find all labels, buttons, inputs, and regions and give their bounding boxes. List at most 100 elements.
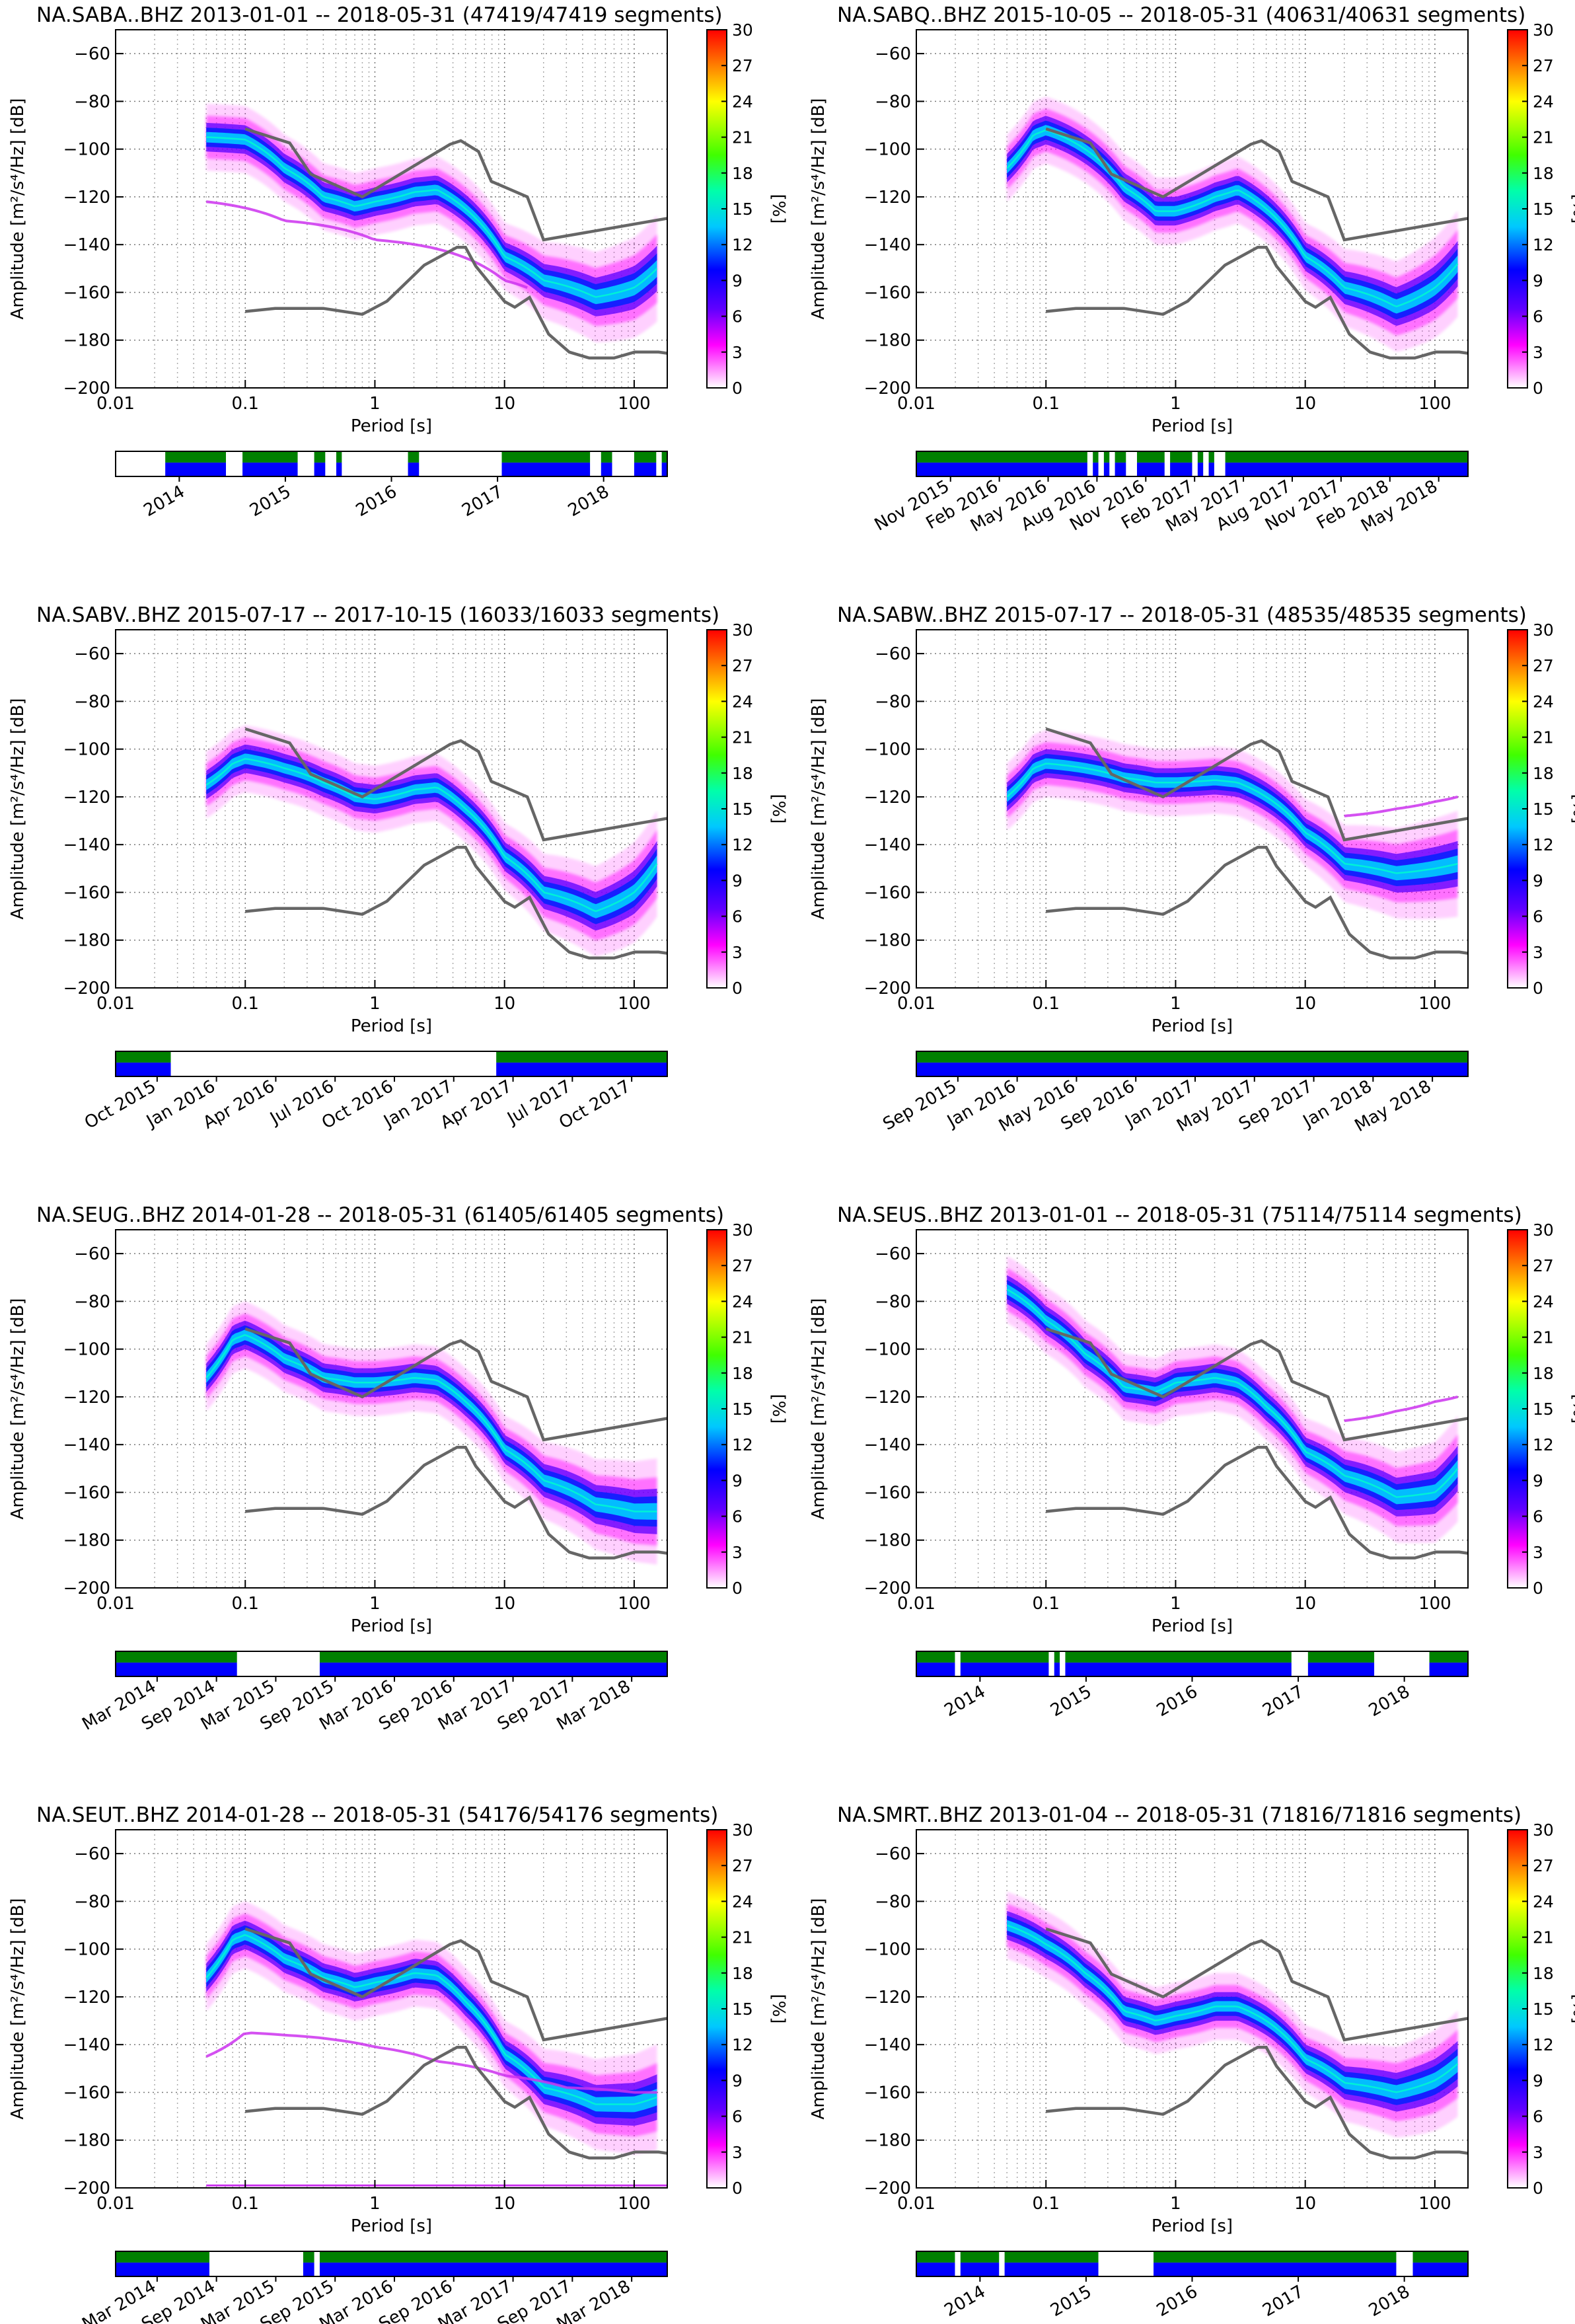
colorbar-tick-label: 6	[732, 2107, 743, 2126]
timeline-gap	[325, 451, 336, 476]
colorbar-tick-label: 15	[732, 1400, 753, 1419]
colorbar-tick-label: 27	[1533, 1856, 1554, 1875]
y-tick-label: −180	[63, 1531, 110, 1551]
y-tick-label: −60	[875, 44, 911, 64]
colorbar-tick-label: 9	[1533, 2071, 1543, 2090]
ppsd-panel: NA.SABV..BHZ 2015-07-17 -- 2017-10-15 (1…	[8, 603, 788, 1133]
timeline-green-bar	[916, 1051, 1468, 1063]
secondary-mode-line	[1344, 1395, 1458, 1423]
mode-line	[205, 758, 658, 913]
colorbar-tick-label: 30	[1533, 1820, 1554, 1840]
y-tick-label: −160	[63, 2083, 110, 2103]
colorbar-tick-label: 0	[1533, 979, 1543, 998]
y-tick-label: −100	[864, 1940, 911, 1960]
x-tick-label: 10	[1294, 394, 1316, 414]
colorbar-tick-label: 15	[1533, 800, 1554, 819]
colorbar-tick-label: 3	[732, 943, 743, 962]
colorbar-tick-label: 3	[1533, 943, 1543, 962]
y-tick-label: −180	[63, 2131, 110, 2151]
colorbar-tick-label: 24	[732, 692, 753, 711]
x-tick-label: 0.01	[96, 1594, 135, 1614]
y-tick-label: −120	[864, 788, 911, 807]
colorbar-tick-label: 0	[732, 379, 743, 398]
y-tick-label: −100	[63, 1340, 110, 1360]
colorbar-tick-label: 27	[732, 1256, 753, 1275]
colorbar-tick-label: 15	[1533, 200, 1554, 219]
colorbar-tick-label: 21	[1533, 1328, 1554, 1347]
x-axis-label: Period [s]	[1152, 2216, 1233, 2236]
timeline-tick-label: 2015	[246, 482, 294, 521]
colorbar-tick-label: 18	[732, 164, 753, 183]
timeline-gap	[955, 1651, 961, 1676]
timeline-green-bar	[116, 2251, 667, 2263]
timeline-gap	[1291, 1651, 1308, 1676]
colorbar-tick-label: 15	[732, 200, 753, 219]
timeline-tick-label: 2016	[1154, 1682, 1201, 1721]
x-tick-label: 0.1	[1033, 994, 1060, 1014]
panel-title: NA.SABQ..BHZ 2015-10-05 -- 2018-05-31 (4…	[837, 3, 1525, 27]
plot-frame	[115, 1229, 668, 1589]
nlnm-line	[1045, 1445, 1468, 1560]
mode-line	[205, 1933, 657, 2105]
timeline-frame	[115, 1651, 668, 1677]
y-tick-label: −200	[864, 379, 911, 398]
colorbar-tick-label: 24	[1533, 692, 1554, 711]
y-tick-label: −120	[864, 188, 911, 207]
y-tick-label: −120	[63, 188, 110, 207]
y-axis-label: Amplitude [m²/s⁴/Hz] [dB]	[8, 698, 28, 919]
timeline-tick-label: 2015	[1047, 2282, 1095, 2321]
y-tick-label: −80	[875, 92, 911, 112]
timeline-blue-bar	[916, 1063, 1468, 1076]
x-tick-label: 100	[618, 994, 651, 1014]
y-tick-label: −100	[864, 140, 911, 160]
ppsd-panel: NA.SEUT..BHZ 2014-01-28 -- 2018-05-31 (5…	[8, 1803, 788, 2324]
colorbar-tick-label: 18	[1533, 164, 1554, 183]
timeline-gap	[314, 2251, 320, 2276]
timeline-blue-bar	[116, 2263, 667, 2276]
y-tick-label: −80	[74, 1292, 110, 1312]
nlnm-line	[1045, 2045, 1468, 2160]
y-tick-label: −100	[63, 1940, 110, 1960]
y-tick-label: −60	[74, 644, 110, 664]
colorbar-tick-label: 9	[732, 871, 743, 890]
colorbar-tick-label: 24	[732, 1292, 753, 1311]
y-tick-label: −160	[864, 883, 911, 903]
x-tick-label: 1	[369, 394, 381, 414]
colorbar-tick-label: 0	[732, 2179, 743, 2198]
timeline-tick-label: 2017	[1259, 2282, 1307, 2321]
colorbar-tick-label: 9	[1533, 1471, 1543, 1490]
timeline-tick-label: 2016	[1154, 2282, 1201, 2321]
y-tick-label: −60	[875, 1244, 911, 1264]
colorbar-label: [%]	[1569, 794, 1575, 824]
timeline-green-bar	[916, 2251, 1468, 2263]
x-tick-label: 100	[1418, 394, 1451, 414]
x-axis-label: Period [s]	[351, 1016, 432, 1036]
colorbar-label: [%]	[768, 194, 788, 224]
x-tick-label: 100	[1418, 994, 1451, 1014]
timeline-tick-label: 2017	[458, 482, 506, 521]
colorbar-tick-label: 15	[732, 800, 753, 819]
timeline-gap	[1060, 1651, 1066, 1676]
colorbar-tick-label: 30	[1533, 620, 1554, 640]
x-axis-label: Period [s]	[1152, 1016, 1233, 1036]
timeline-gap	[170, 1051, 497, 1076]
x-axis-label: Period [s]	[351, 416, 432, 436]
data-availability-timeline: 2014 2015 2016 2017 2018	[916, 1651, 1469, 1721]
ppsd-panel: NA.SABQ..BHZ 2015-10-05 -- 2018-05-31 (4…	[809, 3, 1575, 536]
density-band	[1007, 125, 1458, 314]
x-tick-label: 10	[494, 1594, 515, 1614]
x-tick-label: 1	[369, 994, 381, 1014]
x-tick-label: 10	[1294, 2194, 1316, 2214]
nlnm-line	[1045, 245, 1468, 360]
timeline-frame	[916, 1051, 1469, 1077]
mode-line	[205, 1333, 657, 1513]
colorbar-tick-label: 15	[1533, 1400, 1554, 1419]
timeline-tick-label: 2014	[941, 1682, 989, 1721]
plot-frame	[115, 629, 668, 989]
x-tick-label: 10	[1294, 1594, 1316, 1614]
ppsd-heatmap	[205, 1901, 667, 2187]
y-tick-label: −200	[864, 979, 911, 998]
colorbar-tick-label: 6	[732, 1507, 743, 1526]
